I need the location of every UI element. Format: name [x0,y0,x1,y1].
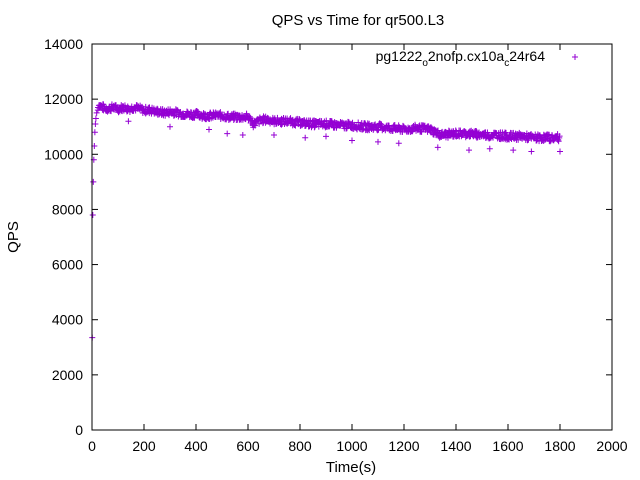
y-tick-label: 14000 [44,36,83,52]
y-tick-label: 12000 [44,91,83,107]
data-point [343,125,350,132]
data-points [89,101,563,341]
x-tick-label: 400 [184,438,208,454]
data-point [434,127,441,134]
data-point [92,115,99,122]
data-point [271,131,277,138]
data-point [90,178,97,185]
x-tick-label: 800 [288,438,312,454]
data-point [92,120,99,127]
data-point [486,145,493,152]
data-point [115,109,122,116]
data-point [458,133,465,140]
data-point [349,137,355,144]
data-point [274,114,281,121]
legend-marker [572,54,578,60]
data-point [555,138,562,145]
data-point [302,134,309,141]
y-tick-label: 6000 [52,257,83,273]
data-point [323,133,329,140]
data-point [525,136,532,143]
chart-title: QPS vs Time for qr500.L3 [272,12,445,29]
y-tick-label: 2000 [52,367,83,383]
legend-label-part-1: pg1222 [376,48,423,64]
y-tick-label: 8000 [52,201,83,217]
data-point [395,140,402,147]
x-tick-label: 1000 [336,438,367,454]
data-point [246,113,253,120]
legend: pg1222o2nofp.cx10ac24r64 [376,48,578,69]
data-point [311,124,318,131]
axis-ticks: 0 200 400 600 800 1000 1200 1400 1600 1800 2000 0 20… [44,36,628,454]
data-point [206,126,212,133]
data-point [217,109,224,116]
legend-label: pg1222o2nofp.cx10ac24r64 [376,48,546,69]
data-point [553,133,560,140]
data-point [418,128,425,135]
x-tick-label: 1200 [388,438,419,454]
legend-label-part-3: 2nofp.cx10a [428,48,504,64]
data-point [434,144,441,151]
y-tick-label: 0 [75,422,83,438]
data-point [125,118,132,125]
data-point [224,130,231,137]
data-point [239,131,246,138]
data-point [378,121,385,128]
data-point [528,148,535,155]
x-tick-label: 600 [236,438,260,454]
data-point [375,138,381,145]
data-point [251,122,258,129]
y-axis-title: QPS [5,221,22,253]
x-tick-label: 1400 [440,438,471,454]
legend-label-part-4: c [504,58,509,69]
y-tick-label: 10000 [44,146,83,162]
data-point [121,102,128,109]
data-point [278,121,285,128]
x-tick-label: 0 [88,438,96,454]
x-tick-label: 200 [132,438,156,454]
legend-plus-marker [572,54,578,60]
legend-label-part-2: o [422,58,428,69]
data-point [339,119,346,126]
data-point [167,123,173,130]
data-point [557,148,563,155]
data-point [430,131,437,138]
data-point [228,111,235,118]
x-tick-label: 2000 [596,438,627,454]
data-point [466,147,472,154]
data-point [91,129,98,136]
data-point [89,211,96,218]
x-tick-label: 1600 [492,438,523,454]
legend-label-part-5: 24r64 [509,48,545,64]
data-point [556,133,563,140]
x-tick-label: 1800 [544,438,575,454]
y-tick-label: 4000 [52,312,83,328]
x-axis-title: Time(s) [326,459,376,476]
data-point [510,147,517,154]
data-point [256,120,263,127]
data-point [93,109,100,116]
